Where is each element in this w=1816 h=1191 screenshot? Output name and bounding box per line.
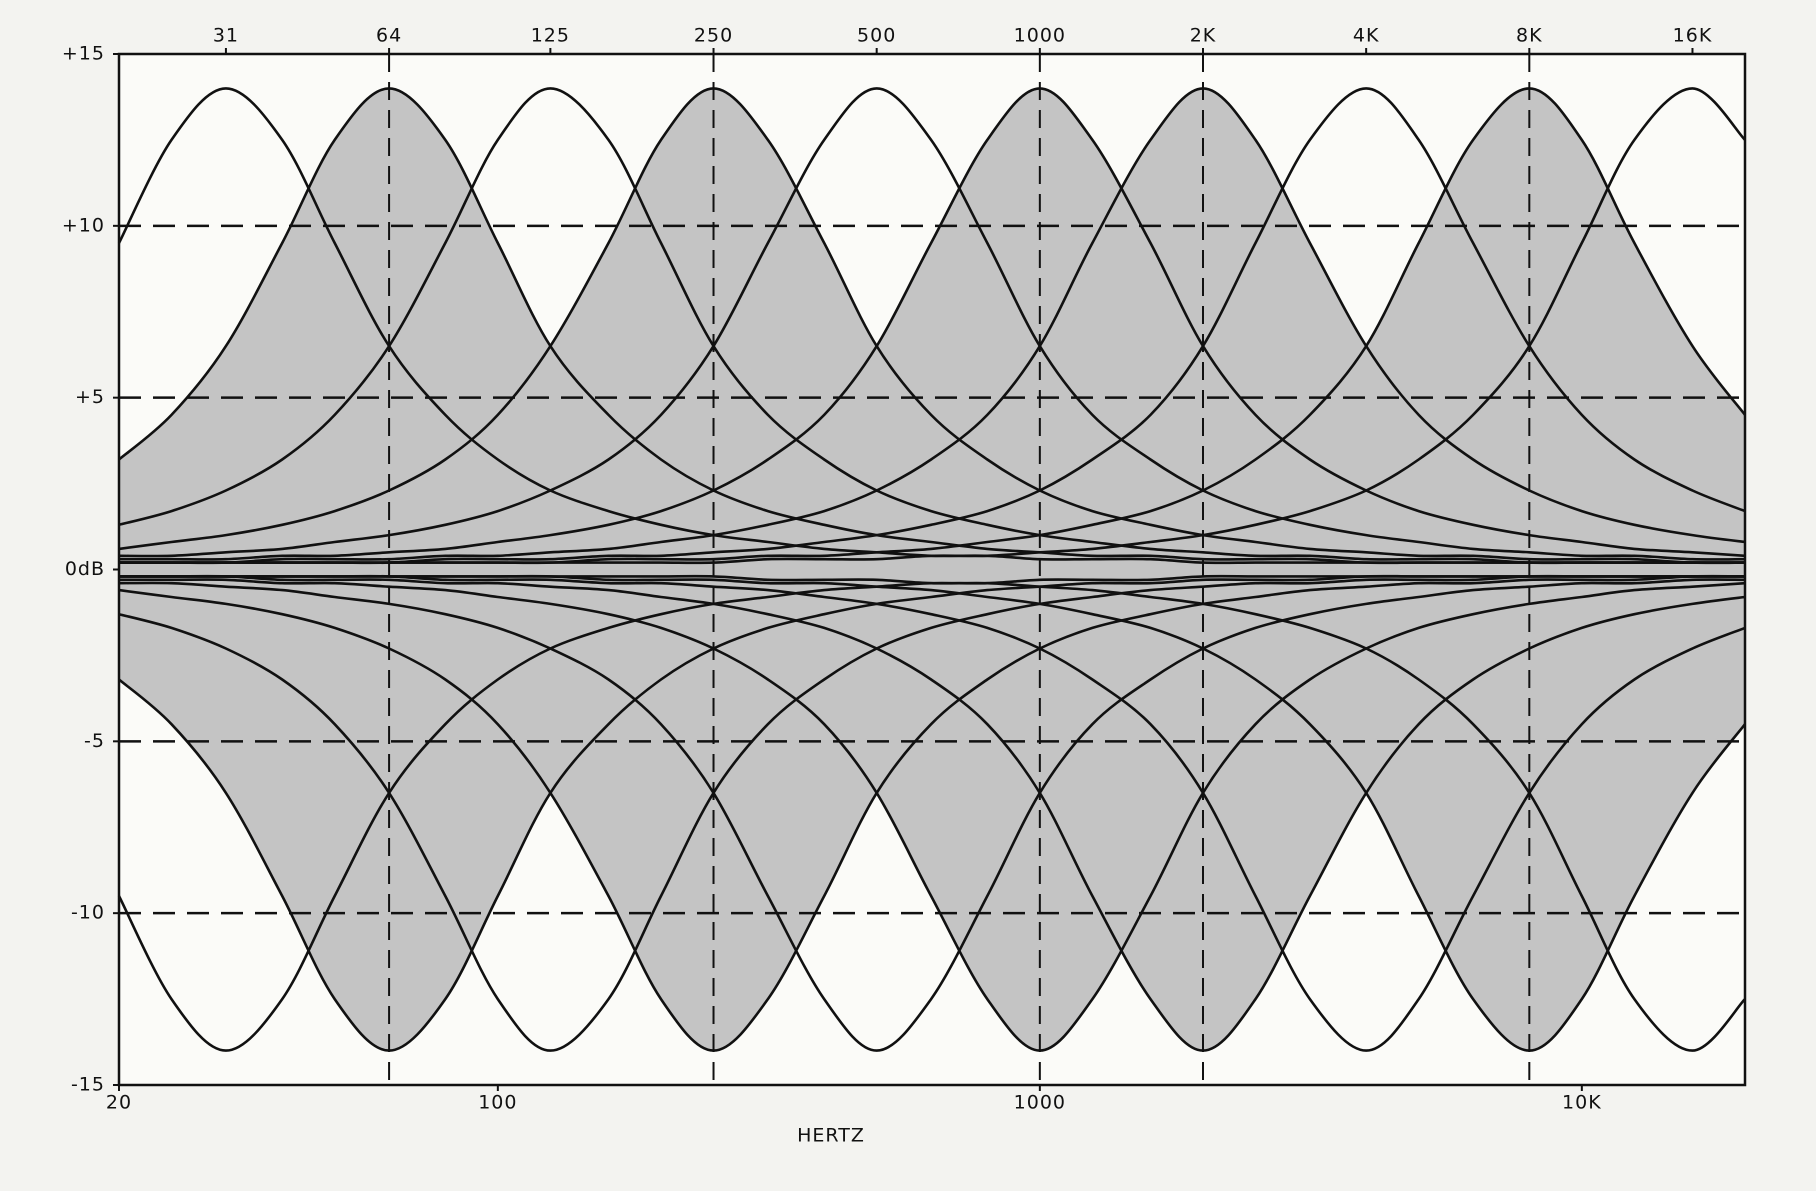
band-curve — [119, 87, 1746, 565]
x-tick-label: 100 — [478, 1092, 517, 1114]
y-tick-label: +5 — [75, 386, 105, 408]
x2-tick-label: 2K — [1190, 25, 1217, 47]
band-fill — [119, 569, 1745, 1051]
band-curve — [118, 87, 1746, 561]
x2-tick-label: 16K — [1673, 25, 1713, 47]
curves-layer — [117, 87, 1747, 1052]
x2-tick-label: 1000 — [1014, 25, 1066, 47]
x2-tick-label: 500 — [857, 25, 896, 47]
x2-tick-label: 31 — [213, 25, 239, 47]
x-tick-label: 20 — [106, 1092, 132, 1114]
band-fill — [119, 88, 1745, 570]
band-curve — [118, 578, 1746, 1052]
band-curve — [119, 574, 1746, 1052]
band-fill — [119, 88, 1745, 570]
y-tick-label: +15 — [62, 43, 105, 65]
band-curve — [118, 87, 1746, 565]
x-axis-title: HERTZ — [797, 1125, 865, 1147]
band-curve — [119, 87, 1746, 561]
x2-tick-label: 64 — [376, 25, 402, 47]
y-tick-label: -15 — [71, 1074, 105, 1096]
band-fill — [119, 569, 1745, 1051]
plot-frame — [117, 52, 1747, 1087]
x2-tick-label: 125 — [531, 25, 570, 47]
x2-tick-label: 4K — [1353, 25, 1380, 47]
grid-layer — [113, 48, 1745, 1091]
fills-layer — [119, 88, 1745, 1051]
band-fill — [119, 569, 1745, 1051]
band-curve — [118, 574, 1746, 1052]
band-curve — [118, 578, 1746, 1052]
y-tick-label: +10 — [62, 214, 105, 236]
x-tick-label: 1000 — [1014, 1092, 1066, 1114]
x2-tick-label: 250 — [694, 25, 733, 47]
y-tick-label: -5 — [84, 730, 105, 752]
band-curve — [119, 574, 1746, 1052]
x2-tick-label: 8K — [1516, 25, 1543, 47]
x-tick-label: 10K — [1562, 1092, 1602, 1114]
y-tick-label: -10 — [71, 902, 105, 924]
band-fill — [119, 88, 1745, 570]
y-tick-label: 0dB — [65, 558, 105, 580]
band-curve — [119, 87, 1746, 565]
